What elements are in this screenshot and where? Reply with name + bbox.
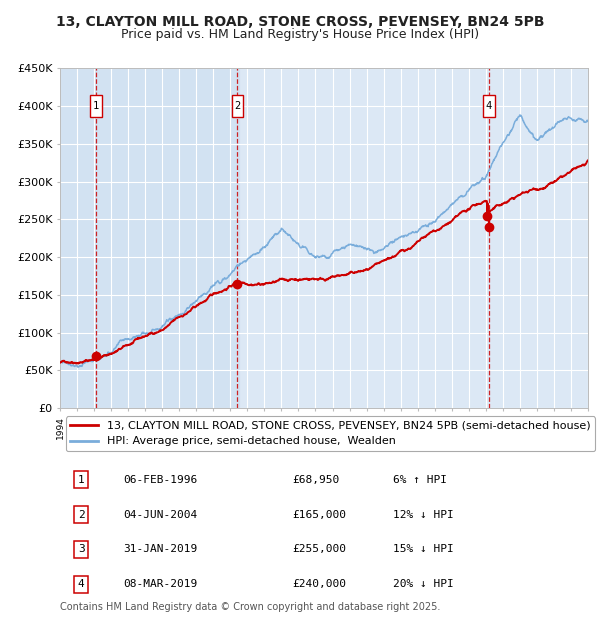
Text: 13, CLAYTON MILL ROAD, STONE CROSS, PEVENSEY, BN24 5PB: 13, CLAYTON MILL ROAD, STONE CROSS, PEVE… — [56, 16, 544, 30]
Text: 6% ↑ HPI: 6% ↑ HPI — [392, 474, 446, 485]
Text: 3: 3 — [78, 544, 85, 554]
FancyBboxPatch shape — [483, 95, 495, 117]
Text: 4: 4 — [486, 101, 492, 111]
FancyBboxPatch shape — [232, 95, 244, 117]
Text: 2: 2 — [235, 101, 241, 111]
Text: 06-FEB-1996: 06-FEB-1996 — [124, 474, 197, 485]
Text: 2: 2 — [78, 510, 85, 520]
Text: 1: 1 — [92, 101, 99, 111]
Legend: 13, CLAYTON MILL ROAD, STONE CROSS, PEVENSEY, BN24 5PB (semi-detached house), HP: 13, CLAYTON MILL ROAD, STONE CROSS, PEVE… — [65, 417, 595, 451]
Text: 08-MAR-2019: 08-MAR-2019 — [124, 579, 197, 590]
Text: £255,000: £255,000 — [292, 544, 346, 554]
Text: Price paid vs. HM Land Registry's House Price Index (HPI): Price paid vs. HM Land Registry's House … — [121, 28, 479, 41]
Text: 4: 4 — [78, 579, 85, 590]
Text: 20% ↓ HPI: 20% ↓ HPI — [392, 579, 454, 590]
Text: 04-JUN-2004: 04-JUN-2004 — [124, 510, 197, 520]
Text: £240,000: £240,000 — [292, 579, 346, 590]
FancyBboxPatch shape — [89, 95, 101, 117]
Text: Contains HM Land Registry data © Crown copyright and database right 2025.: Contains HM Land Registry data © Crown c… — [60, 602, 440, 612]
Text: £165,000: £165,000 — [292, 510, 346, 520]
Bar — [60, 68, 239, 408]
Text: 1: 1 — [78, 474, 85, 485]
Text: 15% ↓ HPI: 15% ↓ HPI — [392, 544, 454, 554]
Text: 12% ↓ HPI: 12% ↓ HPI — [392, 510, 454, 520]
Text: £68,950: £68,950 — [292, 474, 340, 485]
Text: 31-JAN-2019: 31-JAN-2019 — [124, 544, 197, 554]
